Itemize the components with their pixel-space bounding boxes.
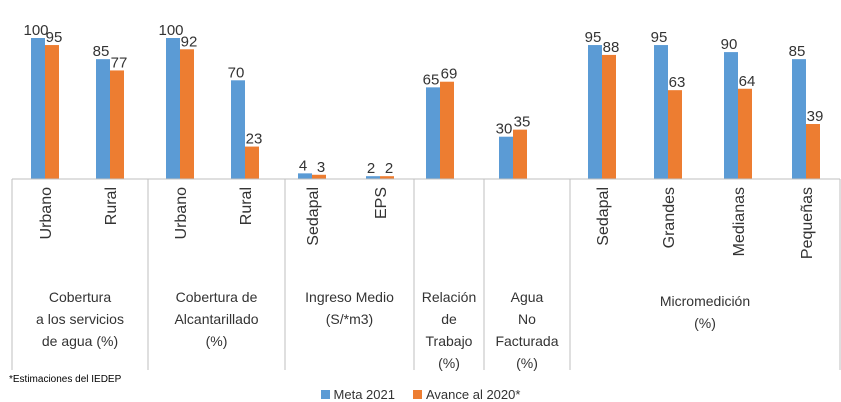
bar-avance-5 bbox=[380, 176, 394, 179]
group-label-3: Relación de Trabajo (%) bbox=[422, 289, 476, 371]
value-label-avance-1: 77 bbox=[111, 54, 128, 71]
group-label-1-line-1: Alcantarillado bbox=[174, 311, 258, 327]
bar-avance-1 bbox=[110, 70, 124, 179]
bar-meta-2 bbox=[166, 38, 180, 179]
bar-meta-8 bbox=[588, 45, 602, 179]
legend-item-avance: Avance al 2020* bbox=[412, 387, 521, 402]
subcategory-label-3: Rural bbox=[238, 187, 255, 225]
legend-label-avance: Avance al 2020* bbox=[425, 387, 521, 402]
value-labels-layer: 100 85 100 70 4 2 65 30 95 95 90 85 95 77 92 23 3 2 69 35 88… bbox=[23, 22, 823, 177]
group-label-4-line-0: Agua bbox=[511, 289, 544, 305]
value-label-meta-5: 2 bbox=[367, 160, 375, 177]
value-label-avance-0: 95 bbox=[46, 29, 63, 46]
bar-meta-11 bbox=[792, 59, 806, 179]
group-label-3-line-3: (%) bbox=[438, 355, 460, 371]
value-label-avance-11: 39 bbox=[807, 108, 824, 125]
value-label-avance-3: 23 bbox=[246, 131, 263, 148]
table-grid-layer bbox=[11, 178, 841, 370]
bar-meta-3 bbox=[231, 80, 245, 179]
group-labels-layer: Cobertura a los servicios de agua (%)Cober… bbox=[36, 289, 750, 371]
value-label-meta-1: 85 bbox=[93, 43, 110, 60]
subcategory-labels-layer: Urbano Rural Urbano Rural Sedapal EPS Sedapal G… bbox=[38, 187, 816, 259]
subcategory-label-2: Urbano bbox=[173, 187, 190, 240]
group-label-0-line-0: Cobertura bbox=[49, 289, 111, 305]
value-label-avance-10: 64 bbox=[739, 73, 756, 90]
group-label-4: Agua No Facturada (%) bbox=[495, 289, 558, 371]
group-label-5-line-0: Micromedición bbox=[660, 293, 750, 309]
bar-meta-7 bbox=[499, 136, 513, 179]
subcategory-label-10: Medianas bbox=[731, 187, 748, 256]
value-label-avance-6: 69 bbox=[441, 66, 458, 83]
bar-avance-9 bbox=[668, 90, 682, 179]
group-label-2-line-0: Ingreso Medio bbox=[305, 289, 394, 305]
value-label-meta-4: 4 bbox=[299, 157, 307, 174]
group-label-4-line-2: Facturada bbox=[495, 333, 558, 349]
bar-avance-4 bbox=[312, 174, 326, 179]
group-label-1-line-2: (%) bbox=[206, 333, 228, 349]
group-label-4-line-3: (%) bbox=[516, 355, 538, 371]
value-label-meta-9: 95 bbox=[651, 29, 668, 46]
subcategory-label-4: Sedapal bbox=[305, 187, 322, 246]
value-label-avance-2: 92 bbox=[181, 33, 198, 50]
bar-meta-9 bbox=[654, 45, 668, 179]
bar-meta-10 bbox=[724, 52, 738, 179]
value-label-avance-4: 3 bbox=[317, 159, 325, 176]
bar-avance-8 bbox=[602, 54, 616, 179]
bar-meta-5 bbox=[366, 176, 380, 179]
bar-avance-3 bbox=[245, 146, 259, 179]
subcategory-label-9: Grandes bbox=[661, 187, 678, 248]
bar-avance-0 bbox=[45, 45, 59, 179]
legend-swatch-avance bbox=[412, 390, 422, 399]
group-label-2-line-1: (S/*m3) bbox=[326, 311, 373, 327]
group-label-0: Cobertura a los servicios de agua (%) bbox=[36, 289, 124, 349]
group-label-2: Ingreso Medio (S/*m3) bbox=[305, 289, 394, 327]
bar-avance-2 bbox=[180, 49, 194, 179]
value-label-meta-8: 95 bbox=[585, 29, 602, 46]
group-label-3-line-1: de bbox=[441, 311, 457, 327]
group-label-1-line-0: Cobertura de bbox=[176, 289, 258, 305]
group-label-0-line-1: a los servicios bbox=[36, 311, 124, 327]
value-label-meta-7: 30 bbox=[496, 121, 513, 138]
bar-meta-1 bbox=[96, 59, 110, 179]
subcategory-label-11: Pequeñas bbox=[799, 187, 816, 259]
bar-meta-0 bbox=[31, 38, 45, 179]
value-label-meta-3: 70 bbox=[228, 64, 245, 81]
bar-avance-7 bbox=[513, 129, 527, 179]
legend-label-meta: Meta 2021 bbox=[333, 387, 395, 402]
bar-meta-4 bbox=[298, 173, 312, 179]
group-label-4-line-1: No bbox=[518, 311, 536, 327]
bars-layer bbox=[31, 38, 820, 179]
value-label-avance-7: 35 bbox=[514, 114, 531, 131]
value-label-meta-10: 90 bbox=[721, 36, 738, 53]
group-label-3-line-2: Trabajo bbox=[426, 333, 473, 349]
value-label-meta-2: 100 bbox=[158, 22, 183, 39]
subcategory-label-5: EPS bbox=[373, 187, 390, 219]
value-label-avance-5: 2 bbox=[385, 160, 393, 177]
group-label-3-line-0: Relación bbox=[422, 289, 476, 305]
group-label-1: Cobertura de Alcantarillado (%) bbox=[174, 289, 258, 349]
legend-swatch-meta bbox=[320, 390, 330, 399]
subcategory-label-8: Sedapal bbox=[595, 187, 612, 246]
legend-item-meta: Meta 2021 bbox=[320, 387, 395, 402]
group-label-0-line-2: de agua (%) bbox=[42, 333, 118, 349]
subcategory-label-0: Urbano bbox=[38, 187, 55, 240]
bar-avance-10 bbox=[738, 88, 752, 179]
group-label-5-line-1: (%) bbox=[694, 315, 716, 331]
bar-meta-6 bbox=[426, 87, 440, 179]
footnote: *Estimaciones del IEDEP bbox=[9, 374, 122, 385]
value-label-meta-6: 65 bbox=[423, 71, 440, 88]
value-label-avance-8: 88 bbox=[603, 39, 620, 56]
subcategory-label-1: Rural bbox=[103, 187, 120, 225]
group-label-5: Micromedición (%) bbox=[660, 293, 750, 331]
legend: Meta 2021 Avance al 2020* bbox=[0, 387, 841, 402]
value-label-meta-0: 100 bbox=[23, 22, 48, 39]
bar-avance-11 bbox=[806, 124, 820, 179]
bar-avance-6 bbox=[440, 81, 454, 179]
value-label-meta-11: 85 bbox=[789, 43, 806, 60]
value-label-avance-9: 63 bbox=[669, 74, 686, 91]
